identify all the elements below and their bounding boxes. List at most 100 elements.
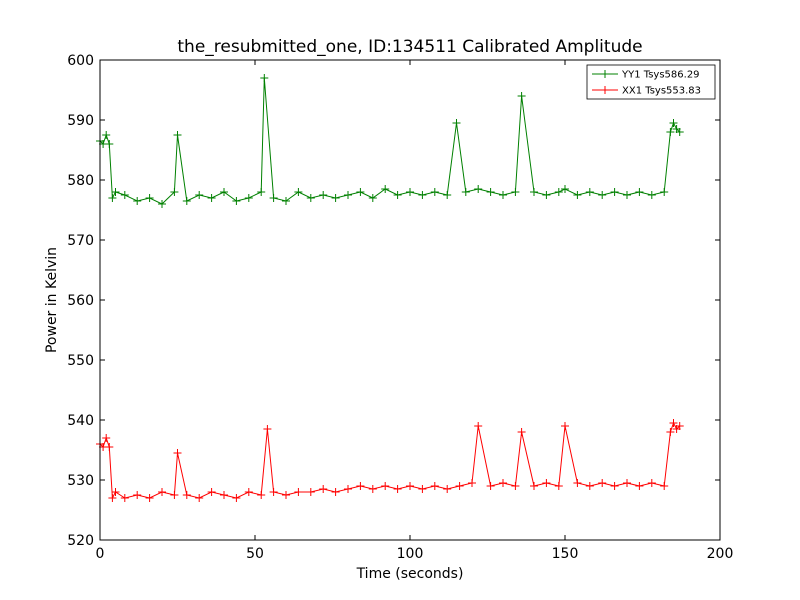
data-point bbox=[195, 494, 204, 502]
data-point bbox=[207, 488, 216, 496]
data-point bbox=[294, 488, 303, 496]
ticks-layer: 0 50 100 150 200 520 530 540 550 560 570 580 590 600 bbox=[67, 53, 733, 562]
data-point bbox=[585, 188, 594, 196]
data-point bbox=[306, 488, 315, 496]
y-tick-label: 580 bbox=[67, 173, 94, 189]
data-point bbox=[319, 485, 328, 493]
legend-marker-xx1 bbox=[601, 86, 609, 94]
data-point bbox=[443, 485, 452, 493]
data-point bbox=[257, 491, 266, 499]
data-point bbox=[102, 434, 111, 442]
data-point bbox=[105, 140, 114, 148]
data-point bbox=[610, 188, 619, 196]
data-point bbox=[133, 197, 142, 205]
x-tick-label: 200 bbox=[707, 546, 734, 562]
data-point bbox=[647, 191, 656, 199]
data-point bbox=[486, 188, 495, 196]
y-axis-label: Power in Kelvin bbox=[44, 247, 60, 353]
data-point bbox=[260, 74, 269, 82]
data-point bbox=[554, 482, 563, 490]
data-point bbox=[430, 188, 439, 196]
data-point bbox=[418, 191, 427, 199]
y-tick-label: 520 bbox=[67, 533, 94, 549]
data-point bbox=[145, 194, 154, 202]
data-point bbox=[393, 191, 402, 199]
y-tick-label: 570 bbox=[67, 233, 94, 249]
data-point bbox=[182, 197, 191, 205]
data-point bbox=[182, 491, 191, 499]
data-point bbox=[585, 482, 594, 490]
data-point bbox=[282, 491, 290, 499]
legend-marker-yy1 bbox=[601, 70, 609, 78]
data-point bbox=[598, 191, 607, 199]
legend: YY1 Tsys586.29 XX1 Tsys553.83 bbox=[586, 64, 716, 100]
series-0 bbox=[96, 74, 684, 208]
data-point bbox=[173, 449, 182, 457]
series-line bbox=[99, 421, 681, 500]
data-point bbox=[105, 443, 114, 451]
data-point bbox=[306, 194, 315, 202]
data-point bbox=[263, 425, 272, 433]
plot-area bbox=[100, 60, 720, 540]
data-point bbox=[418, 485, 427, 493]
data-point bbox=[660, 482, 669, 490]
x-tick-label: 150 bbox=[552, 546, 579, 562]
y-tick-label: 540 bbox=[67, 413, 94, 429]
data-point bbox=[499, 191, 507, 199]
data-point bbox=[511, 482, 520, 490]
data-point bbox=[170, 188, 179, 196]
data-point bbox=[120, 494, 129, 502]
data-point bbox=[443, 191, 452, 199]
data-point bbox=[319, 191, 328, 199]
data-point bbox=[257, 188, 266, 196]
data-point bbox=[623, 191, 631, 199]
data-point bbox=[468, 479, 476, 487]
data-point bbox=[573, 191, 582, 199]
data-point bbox=[554, 188, 563, 196]
data-point bbox=[452, 119, 461, 127]
y-tick-label: 590 bbox=[67, 113, 94, 129]
data-point bbox=[635, 482, 644, 490]
data-point bbox=[344, 485, 352, 493]
data-point bbox=[647, 479, 656, 487]
data-point bbox=[623, 479, 631, 487]
x-axis-label: Time (seconds) bbox=[356, 566, 464, 582]
data-point bbox=[406, 188, 414, 196]
data-point bbox=[269, 194, 278, 202]
data-point bbox=[173, 131, 182, 139]
data-point bbox=[108, 494, 117, 502]
data-point bbox=[430, 482, 439, 490]
data-point bbox=[517, 428, 526, 436]
data-point bbox=[294, 188, 303, 196]
data-point bbox=[660, 188, 669, 196]
data-point bbox=[220, 491, 228, 499]
legend-box bbox=[586, 64, 716, 100]
data-point bbox=[530, 482, 538, 490]
data-point bbox=[666, 428, 675, 436]
data-point bbox=[368, 194, 377, 202]
data-point bbox=[610, 482, 619, 490]
y-tick-label: 600 bbox=[67, 53, 94, 69]
data-point bbox=[461, 188, 470, 196]
data-point bbox=[195, 191, 204, 199]
data-point bbox=[170, 491, 179, 499]
y-tick-label: 560 bbox=[67, 293, 94, 309]
plot-background bbox=[100, 60, 720, 540]
data-point bbox=[269, 488, 278, 496]
data-point bbox=[406, 482, 414, 490]
data-point bbox=[669, 419, 678, 427]
data-point bbox=[598, 479, 607, 487]
x-tick-label: 50 bbox=[246, 546, 264, 562]
data-point bbox=[232, 197, 241, 205]
x-tick-label: 0 bbox=[96, 546, 105, 562]
data-point bbox=[455, 482, 464, 490]
data-point bbox=[499, 479, 507, 487]
data-point bbox=[573, 479, 582, 487]
data-point bbox=[344, 191, 352, 199]
data-point bbox=[561, 185, 569, 193]
data-point bbox=[244, 488, 253, 496]
data-point bbox=[368, 485, 377, 493]
series-line bbox=[99, 77, 681, 205]
legend-label-xx1: XX1 Tsys553.83 bbox=[622, 86, 701, 97]
